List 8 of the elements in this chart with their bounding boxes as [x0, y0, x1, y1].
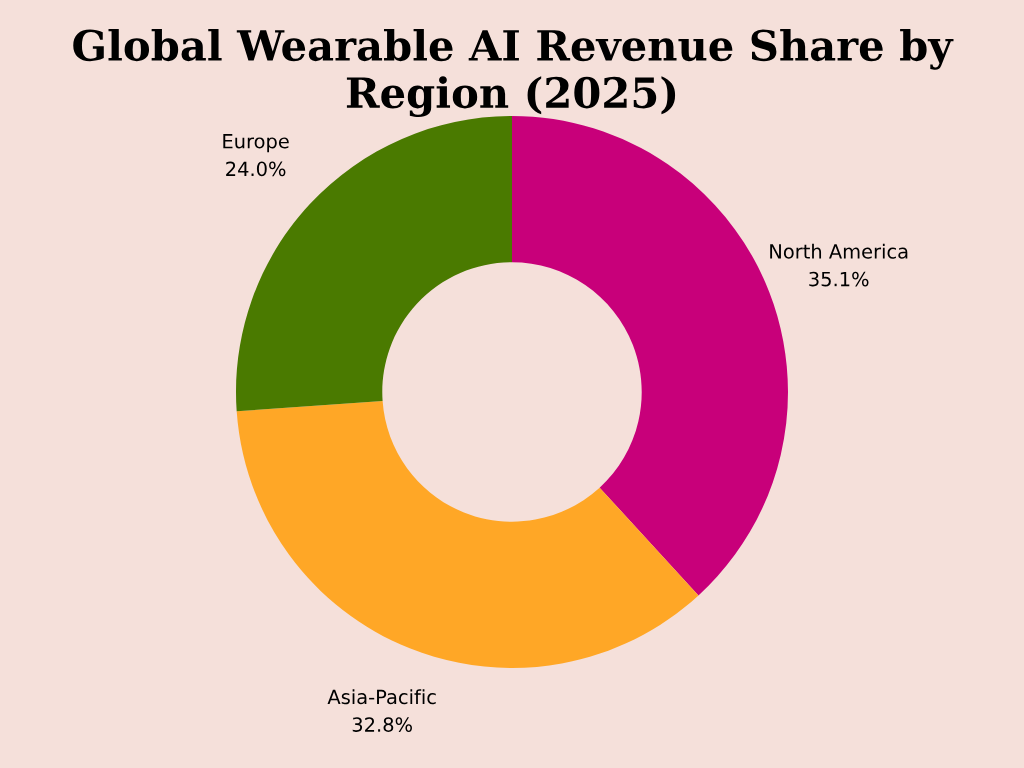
- data-label: 24.0%: [226, 161, 286, 177]
- slice-label: North America: [770, 243, 908, 259]
- slice-label: Asia-Pacific: [327, 689, 436, 705]
- slice-label: Europe: [223, 134, 289, 153]
- data-label: 35.1%: [809, 271, 869, 287]
- chart-title: Global Wearable AI Revenue Share by Region (2025): [73, 28, 954, 118]
- donut-slice: [236, 401, 699, 668]
- data-label: 32.8%: [352, 717, 412, 732]
